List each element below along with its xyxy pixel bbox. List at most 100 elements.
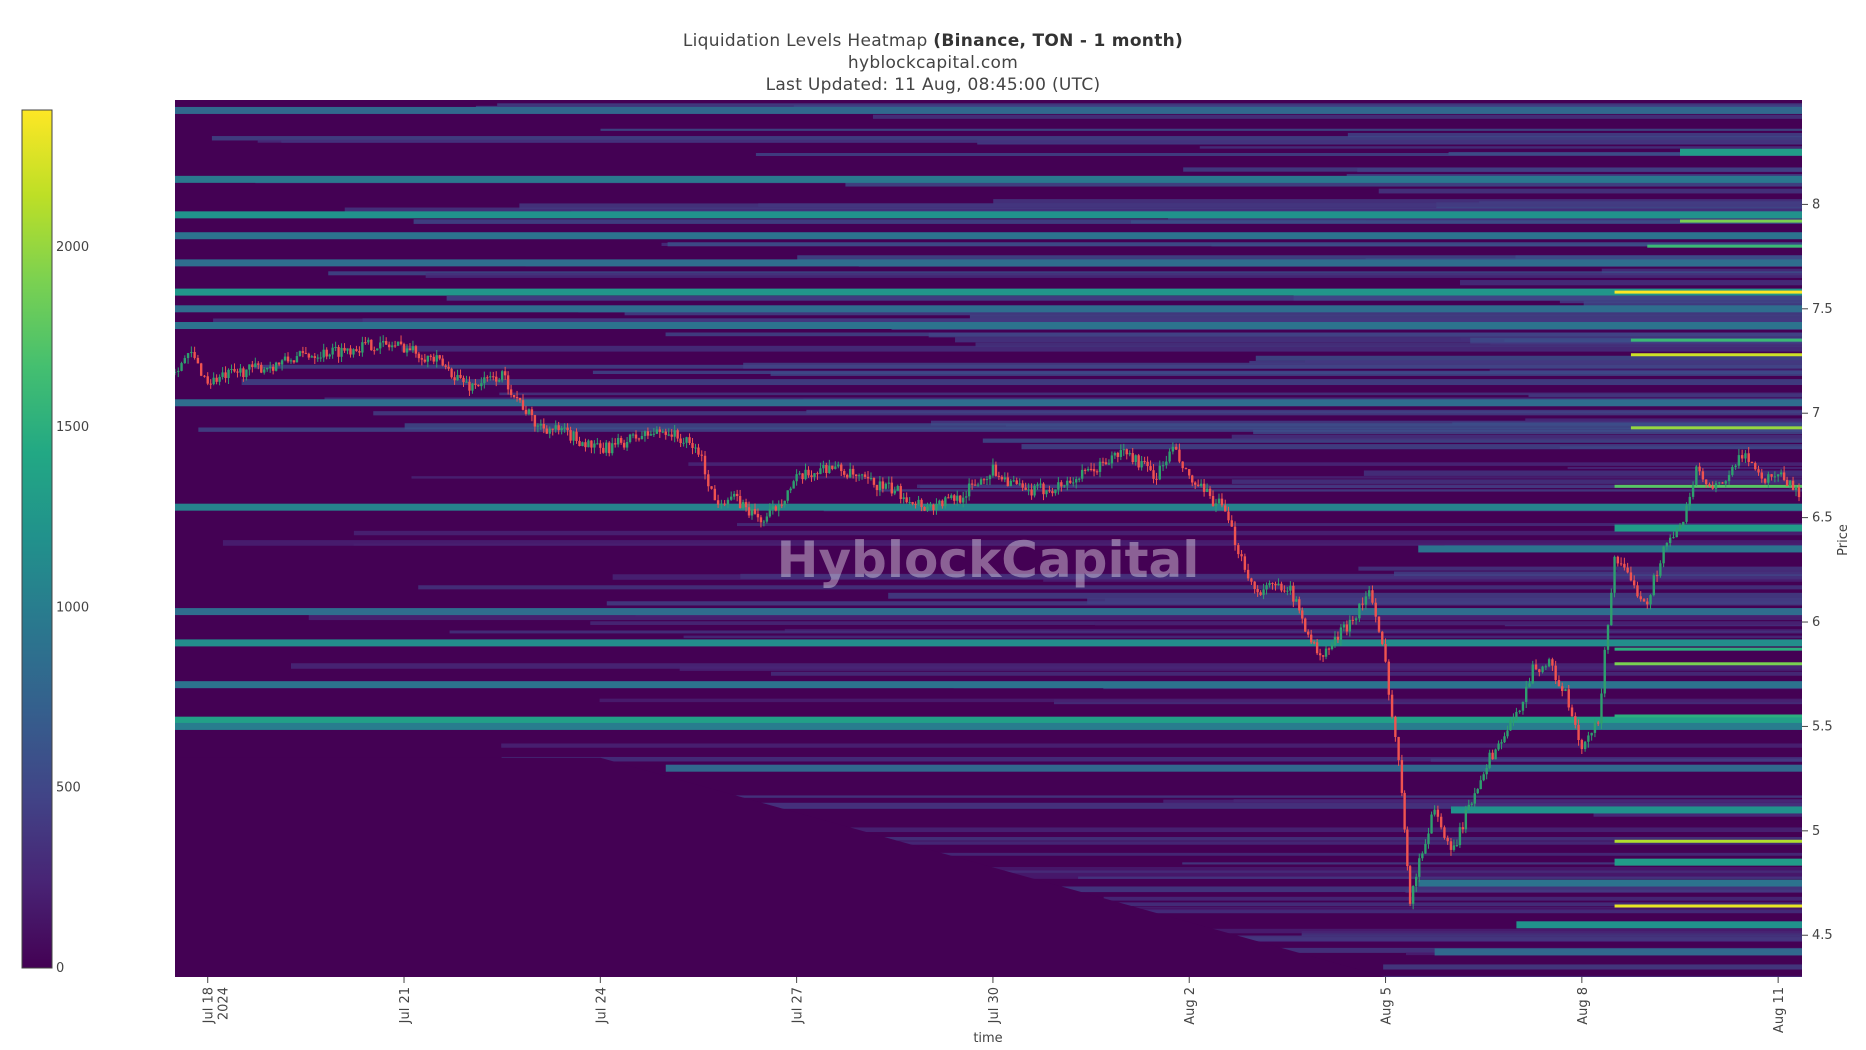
heatmap-band <box>1614 904 1802 908</box>
price-candle-body <box>798 473 801 475</box>
price-candle-body <box>1394 716 1397 737</box>
price-candle-body <box>1295 599 1298 602</box>
price-candle-body <box>1330 644 1334 650</box>
heatmap-band <box>1614 714 1802 718</box>
price-candle-body <box>512 394 516 398</box>
price-candle-body <box>1675 529 1678 538</box>
price-candle-body <box>1298 599 1301 611</box>
price-candle-body <box>1439 816 1443 828</box>
price-candle-body <box>471 383 474 391</box>
price-candle-body <box>251 364 254 368</box>
price-candle-body <box>524 409 528 414</box>
price-candle-body <box>1754 463 1757 470</box>
price-candle-body <box>304 352 308 354</box>
chart-title: Liquidation Levels Heatmap (Binance, TON… <box>0 30 1866 96</box>
price-candle-body <box>1610 592 1613 626</box>
price-candle-body <box>1603 649 1606 694</box>
price-candle-body <box>271 366 275 371</box>
heatmap-texture-line <box>401 345 1802 352</box>
x-tick-label: Jul 30 <box>987 987 1002 1024</box>
price-candle-body <box>551 428 554 430</box>
price-candle-body <box>1268 582 1271 586</box>
price-candle-body <box>845 474 849 478</box>
price-candle-body <box>1012 480 1015 482</box>
price-candle-body <box>619 437 623 443</box>
price-candle-body <box>605 442 608 453</box>
price-candle-body <box>1304 618 1307 632</box>
heatmap-band <box>175 175 1802 183</box>
price-candle-body <box>837 464 840 467</box>
price-candle-body <box>503 371 507 376</box>
heatmap-texture-line <box>806 409 1802 414</box>
price-candle-body <box>557 425 560 431</box>
price-candle-body <box>661 431 664 433</box>
price-candle-body <box>1691 484 1695 497</box>
price-candle-body <box>866 476 870 479</box>
price-candle-body <box>1060 482 1063 487</box>
price-candle-body <box>771 506 775 510</box>
price-candle-body <box>923 507 926 511</box>
heatmap-band <box>1614 662 1802 666</box>
price-candle-body <box>1042 483 1045 495</box>
heatmap-band <box>1516 921 1802 929</box>
price-candle-body <box>382 341 385 343</box>
price-candle-body <box>1083 469 1087 471</box>
price-candle-body <box>890 482 894 494</box>
price-candle-body <box>1557 680 1561 687</box>
price-candle-body <box>1436 809 1440 817</box>
price-candle-body <box>655 429 659 434</box>
price-candle-body <box>1424 843 1427 854</box>
price-candle-body <box>723 503 726 505</box>
price-candle-body <box>459 374 462 378</box>
price-candle-body <box>1685 505 1688 522</box>
price-candle-body <box>593 443 596 448</box>
heatmap-texture-line <box>404 423 1802 430</box>
price-candle-body <box>1048 490 1051 492</box>
price-candle-body <box>970 483 974 485</box>
price-candle-body <box>616 437 620 445</box>
heatmap-texture-line <box>1301 931 1802 936</box>
price-candle-body <box>1262 589 1265 595</box>
price-candle-body <box>530 409 534 416</box>
price-candle-body <box>1018 483 1021 485</box>
price-candle-body <box>1119 450 1123 457</box>
price-candle-body <box>1791 480 1795 490</box>
heatmap-texture-line <box>600 128 1802 131</box>
price-candle-body <box>914 503 917 505</box>
price-candle-body <box>1724 481 1727 484</box>
price-candle-body <box>1253 581 1256 590</box>
price-candle-body <box>1217 498 1221 504</box>
price-candle-body <box>1779 472 1783 475</box>
price-candle-body <box>964 496 968 498</box>
heatmap-texture-line <box>993 199 1802 204</box>
heatmap-band <box>1630 353 1802 357</box>
price-candle-body <box>741 502 745 509</box>
price-candle-body <box>1616 556 1620 564</box>
price-candle-body <box>1045 490 1048 495</box>
updated-line: Last Updated: 11 Aug, 08:45:00 (UTC) <box>765 75 1101 95</box>
colorbar: 0 500 1000 1500 2000 <box>21 109 89 976</box>
heatmap-texture-line <box>324 397 1802 401</box>
price-candle-body <box>230 368 233 370</box>
price-candle-body <box>1312 642 1316 644</box>
price-candle-body <box>183 358 187 364</box>
y-tick-label: 7 <box>1812 406 1820 421</box>
price-candle-body <box>1131 453 1134 462</box>
price-candle-body <box>768 509 772 517</box>
price-candle-body <box>1678 524 1682 530</box>
price-candle-body <box>976 484 980 486</box>
price-candle-body <box>729 496 733 500</box>
price-candle-body <box>521 400 525 410</box>
heatmap-band <box>175 608 1802 616</box>
y-tick-label: 6.5 <box>1812 511 1833 526</box>
price-candle-body <box>1461 827 1465 830</box>
price-candle-body <box>1619 563 1623 565</box>
price-candle-body <box>646 431 650 436</box>
heatmap-band <box>665 764 1802 772</box>
price-candle-body <box>1606 625 1610 650</box>
heatmap-texture-line <box>928 332 1802 338</box>
heatmap-band <box>175 232 1802 240</box>
price-candle-body <box>1521 701 1525 711</box>
price-candle-body <box>795 474 798 482</box>
price-candle-body <box>1205 488 1209 492</box>
